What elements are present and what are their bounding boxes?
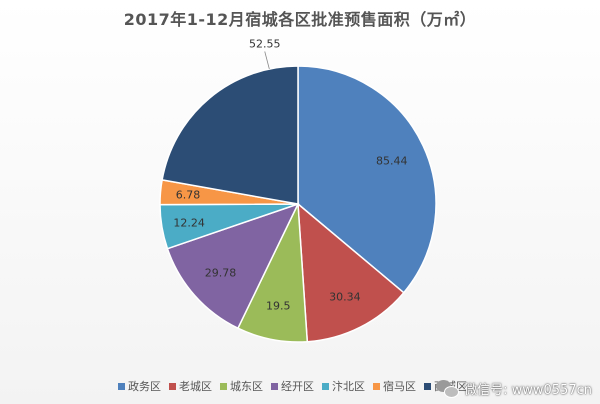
- legend-label: 经开区: [281, 380, 314, 393]
- legend-swatch: [271, 382, 278, 390]
- legend-swatch: [322, 382, 329, 390]
- pie-slice-7: [161, 65, 299, 205]
- legend-swatch: [220, 382, 227, 390]
- legend-label: 汴北区: [332, 380, 365, 393]
- pie-slices: [159, 65, 437, 343]
- legend-item-3: 城东区: [220, 378, 263, 394]
- legend-label: 城东区: [230, 380, 263, 393]
- pie-slice-4: [166, 202, 300, 330]
- chart-title: 2017年1-12月宿城各区批准预售面积（万㎡）: [123, 10, 477, 29]
- legend-label: 老城区: [179, 380, 212, 393]
- pie-data-labels: 85.44 30.34 19.5 29.78 12.24 6.78 52.55: [173, 37, 407, 312]
- legend-swatch: [118, 382, 125, 390]
- data-label-5: 12.24: [173, 216, 205, 229]
- watermark-text: 微信号: www0557cn: [464, 383, 592, 398]
- wechat-watermark: 微信号: www0557cn: [436, 379, 592, 398]
- legend-swatch: [424, 382, 431, 390]
- legend-label: 政务区: [128, 380, 161, 393]
- legend-label: 宿马区: [383, 380, 416, 393]
- legend-item-4: 经开区: [271, 378, 314, 394]
- wechat-icon: [436, 379, 460, 398]
- pie-slice-1: [297, 65, 437, 294]
- legend-item-6: 宿马区: [373, 378, 416, 394]
- data-label-2: 30.34: [329, 290, 361, 303]
- data-label-6: 6.78: [176, 189, 201, 202]
- legend-item-1: 政务区: [118, 378, 161, 394]
- chart-legend: 政务区老城区城东区经开区汴北区宿马区西城区: [118, 378, 467, 394]
- legend-item-2: 老城区: [169, 378, 212, 394]
- pie-slice-2: [297, 202, 405, 343]
- legend-item-5: 汴北区: [322, 378, 365, 394]
- legend-swatch: [169, 382, 176, 390]
- data-label-3: 19.5: [266, 300, 291, 313]
- data-label-4: 29.78: [205, 267, 237, 280]
- data-label-7: 52.55: [249, 37, 281, 50]
- legend-swatch: [373, 382, 380, 390]
- data-label-1: 85.44: [376, 154, 408, 167]
- leader-line: [264, 51, 270, 70]
